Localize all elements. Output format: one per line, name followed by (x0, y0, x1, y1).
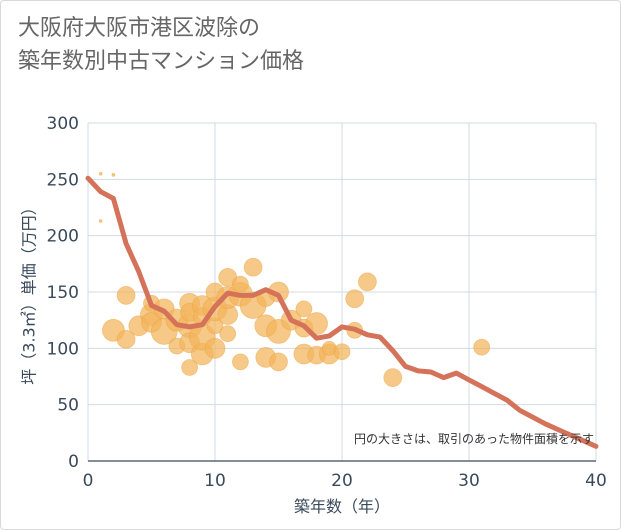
bubble-point (116, 285, 136, 305)
x-tick-label: 10 (204, 471, 226, 491)
y-tick-label: 250 (47, 170, 79, 190)
title-line-1: 大阪府大阪市港区波除の (18, 16, 261, 41)
bubble-point (219, 325, 237, 343)
bubble-point (98, 219, 103, 223)
y-tick-label: 50 (57, 396, 79, 416)
y-tick-label: 300 (47, 114, 79, 134)
x-tick-label: 30 (458, 471, 480, 491)
bubble-point (243, 257, 263, 277)
bubble-point (111, 172, 116, 177)
bubble-point (231, 353, 249, 371)
x-axis-label: 築年数（年） (294, 497, 390, 516)
bubble-point (231, 275, 249, 293)
x-tick-label: 20 (331, 471, 353, 491)
bubble-point (98, 171, 103, 176)
tick-labels: 0 50 100 150 200 250 300 0 10 20 30 40 (47, 114, 607, 491)
bubble-point (333, 343, 351, 361)
bubble-point (181, 359, 199, 376)
bubble-point (345, 289, 365, 309)
trend-line (85, 175, 599, 449)
bubble-point (295, 300, 313, 318)
bubble-point (383, 368, 403, 388)
y-tick-label: 150 (47, 283, 79, 303)
x-tick-label: 0 (83, 471, 94, 491)
x-tick-label: 40 (585, 471, 607, 491)
title-line-2: 築年数別中古マンション価格 (18, 49, 305, 74)
size-note: 円の大きさは、取引のあった物件面積を示す (354, 431, 594, 446)
bubble-point (357, 272, 377, 292)
chart-title: 大阪府大阪市港区波除の 築年数別中古マンション価格 (18, 12, 304, 78)
bubble-point (473, 338, 491, 356)
bubble-point (204, 337, 226, 359)
bubble-point (269, 352, 288, 372)
y-axis-label: 坪（3.3㎡）単価（万円） (20, 199, 39, 384)
y-tick-label: 0 (68, 452, 79, 472)
bubble-point (116, 329, 136, 349)
bubble-series (98, 171, 491, 388)
y-tick-label: 100 (47, 339, 79, 359)
y-tick-label: 200 (47, 227, 79, 247)
trend-line-group (85, 175, 599, 449)
bubble-point (305, 312, 329, 335)
